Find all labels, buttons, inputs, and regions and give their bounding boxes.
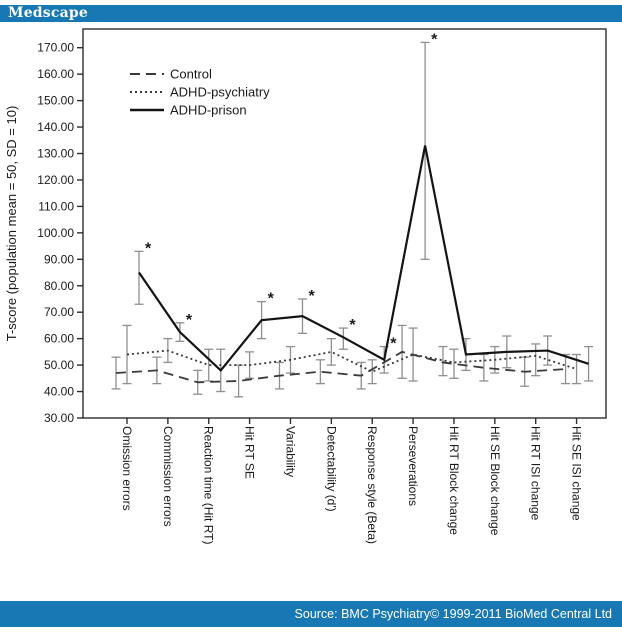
x-category-label: Reaction time (Hit RT) (202, 426, 216, 544)
significance-asterisk: * (431, 31, 438, 48)
significance-asterisk: * (186, 312, 193, 329)
chart-area: 30.00 40.00 50.00 60.00 70.00 80.00 90.00 100.0… (0, 22, 622, 601)
series-line-adhd-prison (138, 145, 589, 373)
significance-asterisk: * (268, 291, 275, 308)
x-category-label: Perseverations (406, 426, 420, 506)
series-line-control (115, 350, 566, 384)
y-tick-label: 170.00 (37, 41, 74, 55)
x-category-label: Hit RT Block change (447, 426, 461, 535)
y-tick-label: 50.00 (44, 358, 74, 372)
y-tick-label: 70.00 (44, 305, 74, 319)
source-text: Source: BMC Psychiatry© 1999-2011 BioMed… (294, 607, 612, 621)
tscore-line-chart: 30.00 40.00 50.00 60.00 70.00 80.00 90.00 100.0… (4, 28, 607, 544)
y-axis-title: T-score (population mean = 50, SD = 10) (4, 106, 19, 342)
medscape-logo: Medscape (8, 5, 88, 21)
x-category-label: Variability (283, 426, 297, 477)
x-category-label: Hit SE Block change (488, 426, 502, 536)
y-tick-label: 100.00 (37, 226, 74, 240)
y-tick-label: 110.00 (38, 199, 74, 213)
x-category-label: Hit RT SE (243, 426, 257, 479)
x-category-label: Commission errors (161, 426, 175, 527)
significance-asterisk: * (145, 240, 152, 257)
x-category-label: Hit RT ISI change (529, 426, 543, 521)
legend-label: ADHD-prison (170, 103, 247, 118)
y-tick-label: 40.00 (44, 385, 74, 399)
x-category-label: Omission errors (120, 426, 134, 511)
y-tick-label: 140.00 (37, 120, 74, 134)
y-tick-label: 30.00 (44, 411, 74, 425)
y-tick-label: 60.00 (44, 332, 74, 346)
legend-label: ADHD-psychiatry (170, 85, 270, 100)
x-category-label: Response style (Beta) (365, 426, 379, 544)
y-tick-label: 120.00 (37, 173, 74, 187)
source-footer-bar: Source: BMC Psychiatry© 1999-2011 BioMed… (0, 601, 622, 627)
significance-asterisk: * (349, 317, 356, 334)
medscape-header-bar: Medscape (0, 5, 622, 22)
x-category-label: Detectability (d') (324, 426, 338, 512)
y-tick-label: 90.00 (44, 252, 74, 266)
y-tick-label: 80.00 (44, 279, 74, 293)
x-category-label: Hit SE ISI change (570, 426, 584, 521)
series-line-adhd-psychiatry (126, 349, 577, 373)
plot-frame (82, 28, 607, 419)
y-tick-label: 160.00 (37, 67, 74, 81)
significance-asterisk: * (390, 336, 397, 353)
y-tick-label: 150.00 (37, 94, 74, 108)
legend-label: Control (170, 67, 212, 82)
y-tick-label: 130.00 (37, 147, 74, 161)
significance-asterisk: * (308, 288, 315, 305)
